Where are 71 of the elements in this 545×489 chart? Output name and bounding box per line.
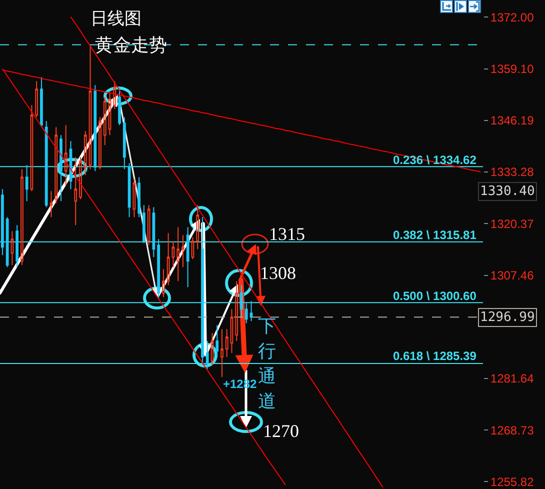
candlestick xyxy=(98,116,102,170)
candlestick xyxy=(206,340,209,370)
candlestick xyxy=(216,324,219,358)
candlestick xyxy=(220,328,224,378)
candlestick xyxy=(128,162,131,218)
candlestick xyxy=(79,156,82,200)
ref-line-label: 1296.99 xyxy=(480,310,535,325)
y-tick-label: 1359.10 xyxy=(490,62,534,76)
candlestick xyxy=(6,216,9,268)
candlestick xyxy=(186,226,190,288)
annotation: 1330.40 xyxy=(480,184,535,199)
annotation: 下行通道 xyxy=(258,315,276,413)
candlestick xyxy=(244,302,248,324)
ref-line-label: 0.500 \ 1300.60 xyxy=(393,289,477,303)
candlestick xyxy=(30,104,34,192)
candlestick xyxy=(225,328,228,358)
candlestick xyxy=(113,80,116,110)
candlestick xyxy=(40,76,43,128)
candlestick xyxy=(172,240,175,268)
y-tick-label: 1372.00 xyxy=(490,10,534,24)
candlestick xyxy=(196,204,200,250)
candlestick xyxy=(74,156,78,226)
candlestick xyxy=(20,168,24,266)
candlestick xyxy=(250,300,253,322)
candlestick xyxy=(25,164,28,202)
candlestick xyxy=(10,230,14,266)
candlestick xyxy=(69,140,72,190)
candlestick xyxy=(60,134,62,202)
y-tick-label: 1346.19 xyxy=(490,114,534,128)
candlestick xyxy=(147,204,150,246)
candlestick xyxy=(54,126,58,204)
candlestick xyxy=(132,178,136,218)
candlestick xyxy=(50,190,53,218)
candlestick xyxy=(1,188,4,256)
candlestick xyxy=(166,232,170,286)
candlestick xyxy=(210,332,214,366)
candlestick xyxy=(152,206,156,258)
candlestick xyxy=(35,80,38,118)
candlestick xyxy=(191,236,194,260)
ref-line-label: 0.618 \ 1285.39 xyxy=(393,349,477,363)
y-tick-label: 1333.28 xyxy=(490,165,534,180)
candlestick xyxy=(64,124,68,186)
y-tick-label: 1320.37 xyxy=(490,216,534,231)
candlestick xyxy=(138,176,140,218)
candlestick xyxy=(122,116,126,170)
y-tick-label: 1281.64 xyxy=(490,372,534,386)
candlestick xyxy=(16,224,19,268)
candlestick xyxy=(84,130,87,176)
candlestick xyxy=(240,284,243,318)
candlestick xyxy=(176,226,180,282)
candlestick xyxy=(142,204,146,244)
candlestick xyxy=(94,84,97,172)
annotation: 1270 xyxy=(263,421,299,441)
candlestick xyxy=(108,92,112,136)
candlestick xyxy=(182,234,184,268)
candlestick xyxy=(103,96,106,146)
candlestick xyxy=(88,44,92,170)
y-tick-label: 1307.46 xyxy=(490,268,534,282)
candlestick xyxy=(162,268,165,298)
annotation: 1308 xyxy=(260,263,296,283)
annotation: 1315 xyxy=(269,224,305,244)
candlestick xyxy=(157,238,160,300)
y-tick-label: 1255.82 xyxy=(490,474,534,489)
text: 日线图 xyxy=(90,8,142,28)
candlestick xyxy=(230,308,234,354)
candlestick xyxy=(118,86,121,126)
candlestick xyxy=(235,280,238,342)
text: 黄金走势 xyxy=(95,35,167,55)
ref-line-label: 0.382 \ 1315.81 xyxy=(393,228,477,242)
y-tick-label: 1268.73 xyxy=(490,423,534,438)
candlestick xyxy=(44,120,48,208)
